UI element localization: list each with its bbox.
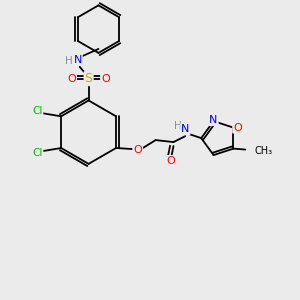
- Text: O: O: [134, 145, 142, 155]
- Text: N: N: [181, 124, 190, 134]
- Text: N: N: [209, 115, 218, 125]
- Text: H: H: [65, 56, 73, 66]
- Text: O: O: [233, 123, 242, 133]
- Text: CH₃: CH₃: [254, 146, 272, 156]
- Text: S: S: [85, 72, 93, 85]
- Text: H: H: [174, 121, 181, 131]
- Text: O: O: [166, 156, 175, 166]
- Text: O: O: [68, 74, 76, 84]
- Text: O: O: [101, 74, 110, 84]
- Text: N: N: [74, 55, 82, 65]
- Text: Cl: Cl: [32, 148, 43, 158]
- Text: Cl: Cl: [32, 106, 43, 116]
